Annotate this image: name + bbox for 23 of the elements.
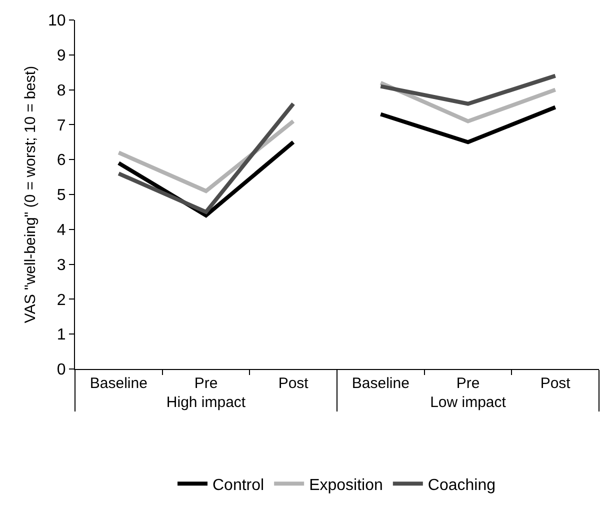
- y-tick-label: 1: [56, 326, 66, 344]
- text: Low impact: [430, 394, 507, 411]
- y-tick-label: 8: [56, 82, 66, 100]
- legend-label: Coaching: [428, 476, 496, 494]
- text: High impact: [166, 394, 246, 411]
- y-tick-label: 9: [56, 48, 66, 64]
- x-tick-label: Post: [278, 375, 310, 392]
- x-tick-label: Pre: [456, 375, 480, 392]
- y-tick-label: 2: [56, 292, 66, 309]
- y-tick-label: 0: [56, 362, 66, 379]
- y-tick-label: 4: [56, 222, 66, 239]
- y-tick-label: 3: [56, 256, 66, 274]
- y-tick-label: 10: [48, 12, 66, 30]
- x-tick-label: Post: [540, 375, 572, 392]
- x-tick-label: Baseline: [352, 375, 410, 392]
- y-tick-label: 7: [56, 117, 66, 134]
- legend-label: Exposition: [309, 476, 383, 494]
- x-tick-label: Pre: [194, 375, 218, 392]
- legend-label: Control: [212, 476, 264, 494]
- y-tick-label: 6: [56, 152, 66, 170]
- x-tick-label: Baseline: [90, 375, 148, 392]
- y-axis-title: VAS "well-being" (0 = worst; 10 = best): [22, 66, 39, 324]
- y-tick-label: 5: [56, 187, 66, 204]
